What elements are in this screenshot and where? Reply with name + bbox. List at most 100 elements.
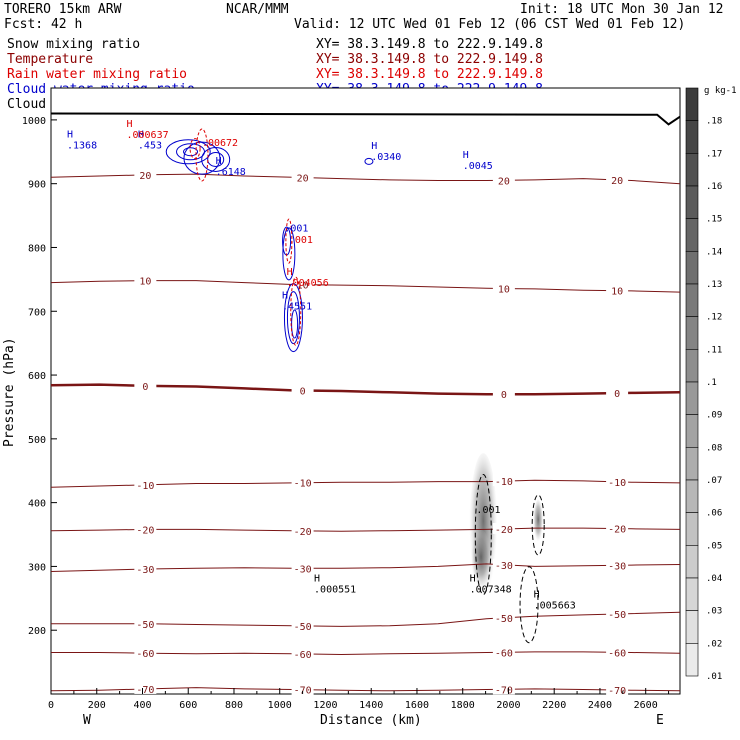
snow-value-label: .000551 [314, 585, 356, 596]
isotherm-label: -70 [608, 686, 626, 697]
isotherm-label-bg [134, 563, 157, 575]
colorbar-label: .16 [706, 182, 722, 192]
cloud-water-value-label: .0045 [463, 161, 493, 172]
snow-max-marker: H [470, 574, 476, 585]
legend-field: Snow mixing ratio [7, 37, 140, 52]
legend-field: Rain water mixing ratio [7, 67, 187, 82]
isotherm-label: 20 [297, 174, 309, 185]
cloud-ice-contour [519, 566, 539, 644]
isotherm-label-bg [134, 168, 157, 180]
endpoint-west: W [83, 713, 91, 728]
cloud-water-contour [364, 157, 374, 165]
cloud-water-max-marker: H [282, 290, 288, 301]
x-tick-label: 2400 [588, 700, 612, 711]
y-tick-label: 800 [28, 243, 46, 254]
rain-water-contour [285, 218, 293, 264]
rain-value-label: .00672 [202, 138, 238, 149]
colorbar-units: g kg-1 [704, 86, 737, 96]
valid-time: Valid: 12 UTC Wed 01 Feb 12 (06 CST Wed … [294, 17, 685, 32]
isotherm-label: -30 [136, 565, 154, 576]
isotherm-label-bg [492, 475, 515, 487]
colorbar-cell [685, 87, 699, 121]
isotherm-label-bg [492, 282, 515, 294]
isotherm-label: 10 [498, 285, 510, 296]
endpoint-east: E [656, 713, 664, 728]
x-tick-label: 2600 [634, 700, 658, 711]
rain-water-contour [189, 138, 201, 160]
isotherm-label: -50 [136, 620, 154, 631]
cloud-water-value-label: .453 [138, 141, 162, 152]
isotherm-label-bg [492, 646, 515, 658]
rain-value-label: .000637 [126, 130, 168, 141]
colorbar-label: .06 [706, 509, 722, 519]
y-tick-label: 300 [28, 562, 46, 573]
snow-max-marker: H [314, 574, 320, 585]
colorbar-cell [685, 577, 699, 611]
cloud-water-contour [283, 283, 303, 353]
colorbar-cell [685, 479, 699, 513]
legend-xy: XY= 38.3.149.8 to 222.9.149.8 [316, 52, 543, 67]
x-tick-label: 2000 [496, 700, 520, 711]
isotherm-label-bg [134, 478, 157, 490]
rain-max-marker: H [287, 267, 293, 278]
x-tick-label: 600 [179, 700, 197, 711]
colorbar-cell [685, 447, 699, 481]
isotherm-label-bg [492, 683, 515, 695]
cloud-water-max-marker: H [371, 141, 377, 152]
isotherm-label-bg [606, 387, 629, 399]
x-tick-label: 800 [225, 700, 243, 711]
isotherm-label-bg [606, 173, 629, 185]
x-tick-label: 2200 [542, 700, 566, 711]
isotherm-label: -70 [495, 685, 513, 696]
y-tick-label: 200 [28, 626, 46, 637]
colorbar-label: .01 [706, 672, 722, 682]
snow-value-label: .001 [476, 505, 500, 516]
snow-value-label: .007348 [470, 585, 512, 596]
isotherm-label: 10 [611, 287, 623, 298]
isotherm-label-bg [606, 683, 629, 695]
isotherm-label-bg [492, 611, 515, 623]
y-tick-label: 700 [28, 307, 46, 318]
cloud-water-value-label: .6148 [216, 167, 246, 178]
colorbar-cell [685, 512, 699, 546]
snow-value-label: .005663 [534, 601, 576, 612]
isotherm-label-bg [291, 476, 314, 488]
cloud-water-value-label: .4551 [282, 301, 312, 312]
cloud-water-contour [282, 227, 296, 281]
colorbar-cell [685, 414, 699, 448]
isotherm-label: 0 [300, 386, 306, 397]
isotherm-label-bg [492, 388, 515, 400]
colorbar-cell [685, 283, 699, 317]
cloud-ice-contour [474, 474, 492, 596]
isotherm-label: -10 [608, 478, 626, 489]
cloud-water-value-label: .1368 [67, 141, 97, 152]
colorbar-label: .14 [706, 247, 722, 257]
terrain-surface [50, 112, 681, 126]
isotherm-label: 20 [139, 171, 151, 182]
cloud-water-max-marker: H [67, 130, 73, 141]
rain-water-contour [290, 276, 302, 346]
isotherm-label: -20 [136, 525, 154, 536]
isotherm-label: -10 [495, 477, 513, 488]
cloud-water-contour [183, 141, 221, 175]
y-tick-label: 900 [28, 180, 46, 191]
isotherm-label-bg [291, 619, 314, 631]
x-axis-title: Distance (km) [320, 713, 422, 728]
colorbar: g kg-1 .18 .17 .16 .15 .14 .13 .12 .11 .1 .09 .08 .0… [685, 86, 737, 682]
cloud-water-contour [207, 151, 225, 167]
colorbar-label: .1 [706, 378, 717, 388]
isotherm-label-bg [291, 171, 314, 183]
colorbar-label: .05 [706, 541, 722, 551]
colorbar-cell [685, 381, 699, 415]
org-label: NCAR/MMM [226, 2, 289, 17]
cloud-ice-contour [531, 494, 545, 556]
isotherm-label-bg [134, 379, 157, 391]
mixing-ratio-contours [165, 128, 545, 644]
isotherm-label: -60 [495, 648, 513, 659]
x-tick-label: 200 [88, 700, 106, 711]
snow-shading [469, 453, 544, 604]
snow-max-marker: H [534, 590, 540, 601]
axes: 0 200 400 600 800 1000 1200 1400 1600 1800 2000 220… [22, 116, 670, 711]
snow-east [533, 499, 544, 544]
